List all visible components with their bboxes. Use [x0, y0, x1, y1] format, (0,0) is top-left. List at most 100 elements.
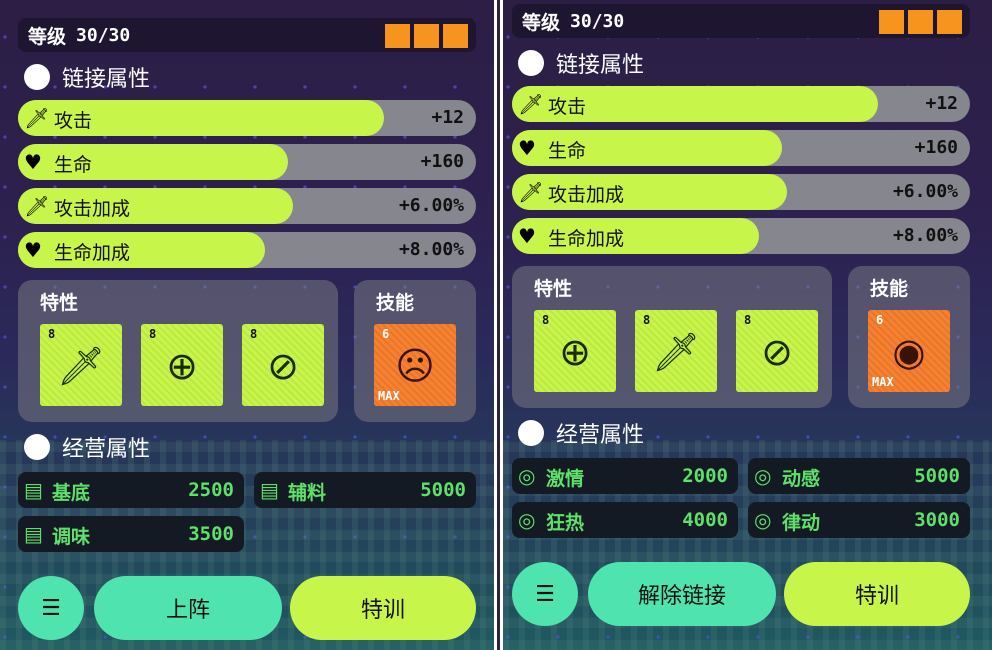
stat-value: +12	[431, 107, 464, 128]
level-label: 等级	[522, 11, 561, 34]
section-title-text: 链接属性	[556, 53, 645, 78]
stat-label: 攻击加成	[548, 184, 625, 206]
stat-label: 攻击	[54, 110, 93, 132]
menu-button[interactable]: ☰	[512, 562, 578, 626]
trait-level: 8	[48, 327, 56, 341]
star-pip	[385, 24, 410, 48]
unlink-button[interactable]: 解除链接	[588, 562, 776, 626]
trait-level: 8	[250, 327, 258, 341]
character-panel-left: 等级 30/30 链接属性 🗡 攻击 +12 ♥ 生命 +160 🗡 攻击加成 +6.00% ♥ 生命加成…	[18, 18, 476, 648]
business-stat: ▤ 基底 2500	[18, 472, 244, 508]
traits-box: 特性 8 ⊕ 8 🗡 8 ⊘	[512, 266, 832, 408]
heart-icon: ♥	[518, 224, 536, 248]
stat-label: 生命	[548, 140, 587, 162]
business-label: 基底	[52, 482, 91, 504]
list-menu-icon: ☰	[535, 581, 555, 607]
stat-bar: 🗡 攻击 +12	[18, 100, 476, 136]
stat-label: 生命加成	[548, 228, 625, 250]
sword-crit-icon: 🗡	[56, 344, 106, 388]
stat-label: 生命加成	[54, 242, 131, 264]
ring-icon: ◎	[518, 464, 536, 488]
stat-bar: ♥ 生命加成 +8.00%	[512, 218, 970, 254]
business-label: 动感	[782, 468, 821, 490]
section-title-text: 链接属性	[62, 67, 151, 92]
business-value: 5000	[914, 465, 960, 487]
trait-level: 8	[542, 313, 550, 327]
bullet-icon	[518, 50, 544, 76]
business-value: 5000	[420, 479, 466, 501]
star-pips	[879, 10, 962, 34]
stat-fill	[18, 232, 266, 268]
skill-title: 技能	[870, 278, 909, 300]
sword-icon: 🗡	[518, 92, 544, 116]
business-value: 2000	[682, 465, 728, 487]
skill-max-badge: MAX	[872, 375, 894, 389]
stat-value: +12	[925, 93, 958, 114]
box-icon: ▤	[260, 478, 279, 502]
trait-level: 8	[643, 313, 651, 327]
skill-max-badge: MAX	[378, 389, 400, 403]
bullet-icon	[24, 64, 50, 90]
business-label: 调味	[52, 526, 91, 548]
stat-fill	[18, 144, 289, 180]
stat-fill	[512, 130, 783, 166]
level-label: 等级	[28, 25, 67, 48]
star-pip	[443, 24, 468, 48]
list-menu-icon: ☰	[41, 595, 61, 621]
menu-button[interactable]: ☰	[18, 576, 84, 640]
business-label: 狂热	[546, 512, 585, 534]
trait-card[interactable]: 8 🗡	[40, 324, 122, 406]
stat-fill	[512, 218, 760, 254]
deploy-button[interactable]: 上阵	[94, 576, 282, 640]
skill-level: 6	[382, 327, 390, 341]
stat-bar: 🗡 攻击 +12	[512, 86, 970, 122]
ring-icon: ◎	[518, 508, 536, 532]
star-pips	[385, 24, 468, 48]
heart-icon: ♥	[518, 136, 536, 160]
train-button[interactable]: 特训	[290, 576, 476, 640]
attack-up-gear-icon: ⊕	[166, 344, 198, 388]
trait-level: 8	[744, 313, 752, 327]
section-title-business: 经营属性	[24, 432, 150, 462]
stat-label: 攻击加成	[54, 198, 131, 220]
ring-icon: ◎	[754, 508, 772, 532]
section-title-link: 链接属性	[518, 48, 644, 78]
business-label: 激情	[546, 468, 585, 490]
business-label: 律动	[782, 512, 821, 534]
trait-card[interactable]: 8 🗡	[635, 310, 717, 392]
skill-box: 技能 6 ☹ MAX	[354, 280, 476, 422]
stat-fill	[512, 86, 879, 122]
demon-face-icon: ☹	[395, 344, 435, 388]
box-icon: ▤	[24, 478, 43, 502]
skill-card[interactable]: 6 ◉ MAX	[868, 310, 950, 392]
eye-icon: ◉	[892, 330, 926, 374]
level-value: 30/30	[570, 10, 625, 32]
ring-icon: ◎	[754, 464, 772, 488]
train-button[interactable]: 特训	[784, 562, 970, 626]
heart-icon: ♥	[24, 238, 42, 262]
percent-gear-icon: ⊘	[267, 344, 299, 388]
trait-card[interactable]: 8 ⊕	[141, 324, 223, 406]
stat-bar: 🗡 攻击加成 +6.00%	[18, 188, 476, 224]
trait-card[interactable]: 8 ⊘	[242, 324, 324, 406]
star-pip	[414, 24, 439, 48]
skill-card[interactable]: 6 ☹ MAX	[374, 324, 456, 406]
heart-icon: ♥	[24, 150, 42, 174]
trait-level: 8	[149, 327, 157, 341]
business-stat: ◎ 激情 2000	[512, 458, 738, 494]
sword-icon: 🗡	[24, 194, 50, 218]
business-stat: ◎ 狂热 4000	[512, 502, 738, 538]
character-panel-right: 等级 30/30 链接属性 🗡 攻击 +12 ♥ 生命 +160 🗡 攻击加成 +6.00% ♥ 生命加成…	[512, 4, 970, 634]
panel-divider	[494, 0, 503, 650]
trait-card[interactable]: 8 ⊕	[534, 310, 616, 392]
business-label: 辅料	[288, 482, 327, 504]
stat-fill	[512, 174, 787, 210]
skill-box: 技能 6 ◉ MAX	[848, 266, 970, 408]
stat-bar: 🗡 攻击加成 +6.00%	[512, 174, 970, 210]
trait-card[interactable]: 8 ⊘	[736, 310, 818, 392]
box-icon: ▤	[24, 522, 43, 546]
stat-bar: ♥ 生命 +160	[18, 144, 476, 180]
sword-icon: 🗡	[518, 180, 544, 204]
business-value: 2500	[188, 479, 234, 501]
level-header: 等级 30/30	[18, 18, 476, 52]
